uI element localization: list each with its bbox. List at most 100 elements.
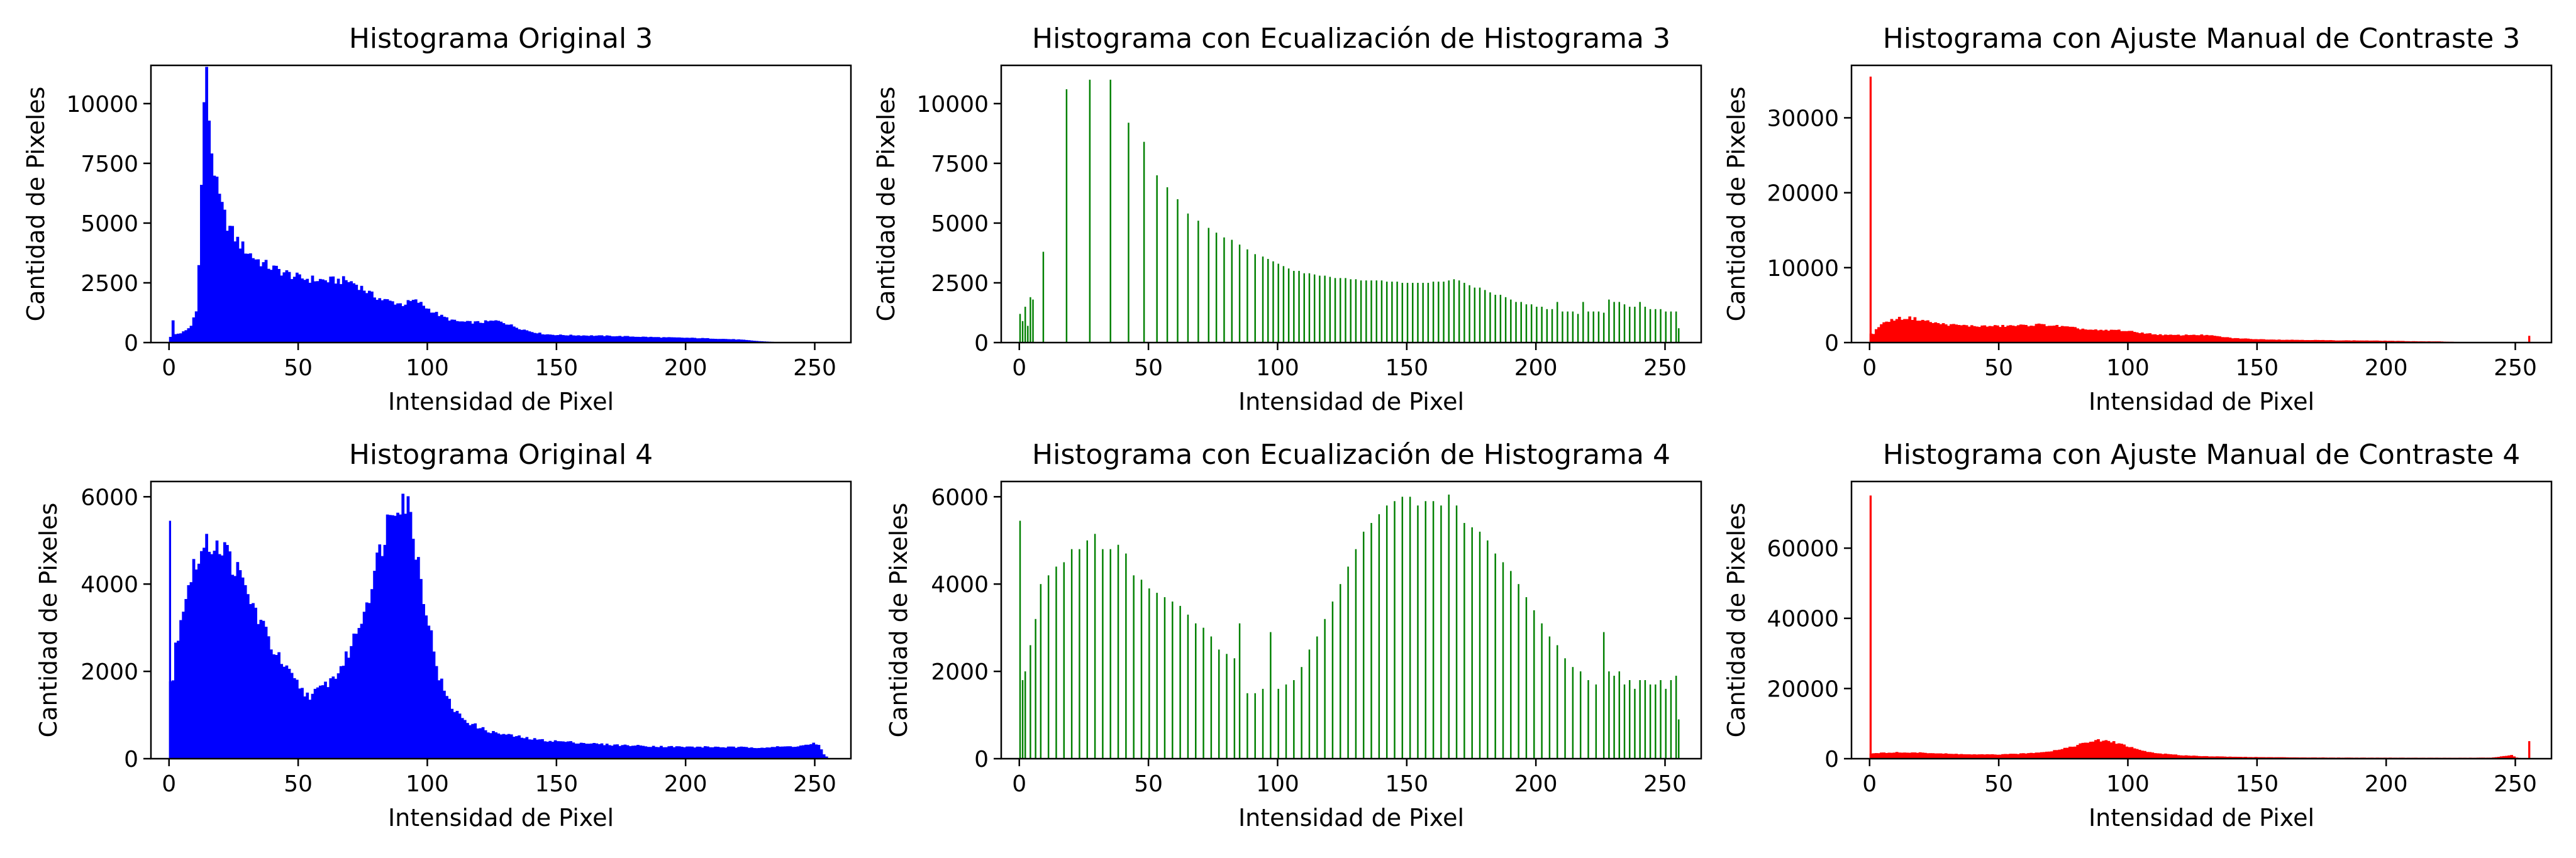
histogram-spike: [1869, 495, 1872, 759]
histogram-bar: [2510, 755, 2513, 759]
histogram-bar: [789, 746, 792, 759]
histogram-bar: [440, 314, 443, 343]
histogram-bar: [282, 272, 286, 343]
histogram-bar: [525, 330, 529, 343]
histogram-bar: [388, 300, 392, 343]
histogram-bar: [2071, 326, 2074, 343]
histogram-bar: [1882, 752, 1885, 759]
histogram-bar: [329, 277, 333, 343]
x-tick-label: 100: [1256, 355, 1299, 381]
histogram-spike: [1424, 501, 1427, 759]
histogram-bar: [2099, 741, 2102, 759]
histogram-spike: [1655, 309, 1657, 343]
histogram-bar: [2254, 757, 2258, 759]
histogram-bar: [530, 332, 534, 343]
histogram-bar: [469, 321, 472, 343]
histogram-bar: [2321, 339, 2325, 343]
histogram-bar: [471, 723, 474, 759]
histogram-bar: [551, 334, 555, 343]
histogram-bar: [329, 678, 333, 759]
histogram-spike: [1440, 505, 1442, 759]
histogram-spike: [1166, 187, 1169, 343]
histogram-bar: [577, 743, 580, 759]
histogram-bar: [277, 268, 280, 343]
histogram-spike: [1468, 285, 1470, 343]
histogram-bar: [2006, 326, 2010, 343]
histogram-bar: [287, 272, 291, 343]
histogram-bars: [1019, 494, 1680, 759]
histogram-bar: [285, 270, 289, 343]
histogram-bar: [331, 676, 335, 759]
histogram-bar: [334, 678, 338, 759]
histogram-bar: [2172, 334, 2175, 343]
histogram-bar: [422, 603, 425, 759]
histogram-bar: [388, 515, 392, 759]
histogram-bar: [1880, 752, 1883, 759]
histogram-spike: [1479, 287, 1481, 343]
histogram-bar: [1926, 753, 1929, 759]
histogram-spike: [1401, 497, 1404, 759]
histogram-bar: [182, 331, 185, 343]
histogram-bar: [2024, 324, 2028, 343]
histogram-bar: [339, 666, 343, 759]
histogram-bar: [2207, 756, 2211, 759]
histogram-bar: [2210, 335, 2214, 343]
histogram-bar: [2133, 748, 2136, 759]
histogram-spike: [1417, 282, 1419, 343]
histogram-bar: [2167, 334, 2170, 343]
histogram-spike: [1032, 299, 1034, 343]
histogram-bar: [316, 281, 319, 343]
chart-title: Histograma Original 4: [349, 439, 653, 471]
histogram-bar: [484, 320, 487, 343]
subplot-orig4: 0 50 100 150 200 250 0 2000 4000 6000 Histograma O…: [35, 439, 852, 832]
histogram-spike: [1655, 684, 1657, 759]
histogram-bar: [303, 696, 307, 759]
histogram-bar: [352, 283, 356, 343]
axes-frame: [1000, 480, 1702, 760]
histogram-bar: [445, 696, 448, 759]
histogram-bar: [623, 336, 627, 343]
histogram-bar: [1946, 326, 1950, 343]
histogram-bar: [670, 337, 674, 343]
histogram-bar: [693, 747, 697, 759]
histogram-spike: [1448, 494, 1450, 759]
histogram-bar: [1936, 753, 1940, 759]
histogram-bar: [1988, 326, 1992, 343]
histogram-bar: [641, 745, 645, 759]
histogram-bar: [406, 300, 410, 343]
histogram-bar: [306, 692, 309, 759]
histogram-bar: [579, 742, 583, 759]
histogram-bar: [546, 334, 550, 343]
histogram-bar: [1996, 325, 1999, 343]
histogram-bar: [2337, 340, 2340, 343]
histogram-bar: [592, 336, 596, 343]
histogram-spike: [1298, 270, 1300, 343]
histogram-bar: [2035, 752, 2038, 759]
histogram-bar: [608, 745, 611, 759]
histogram-bar: [1946, 754, 1950, 759]
histogram-bar: [587, 744, 591, 759]
histogram-bar: [595, 743, 599, 759]
histogram-bar: [812, 742, 816, 759]
histogram-bar: [179, 620, 182, 759]
histogram-bar: [450, 319, 454, 343]
histogram-bar: [2197, 756, 2201, 759]
histogram-bar: [365, 602, 369, 759]
histogram-bar: [2058, 749, 2062, 759]
histogram-bar: [458, 321, 462, 343]
histogram-spike: [1197, 221, 1199, 343]
histogram-spike: [1644, 679, 1646, 759]
chart-title: Histograma con Ecualización de Histogram…: [1032, 23, 1670, 55]
histogram-bar: [665, 747, 669, 759]
histogram-bar: [626, 745, 630, 759]
histogram-spike: [1319, 275, 1321, 343]
histogram-spike: [1282, 266, 1285, 343]
histogram-spike: [1608, 671, 1610, 759]
histogram-bar: [311, 693, 314, 759]
chart-title: Histograma con Ajuste Manual de Contrast…: [1883, 23, 2521, 55]
histogram-spike: [1471, 527, 1473, 759]
histogram-bar: [401, 305, 405, 343]
histogram-bar: [2342, 340, 2346, 343]
histogram-bar: [406, 496, 410, 759]
histogram-bar: [1960, 325, 1963, 343]
